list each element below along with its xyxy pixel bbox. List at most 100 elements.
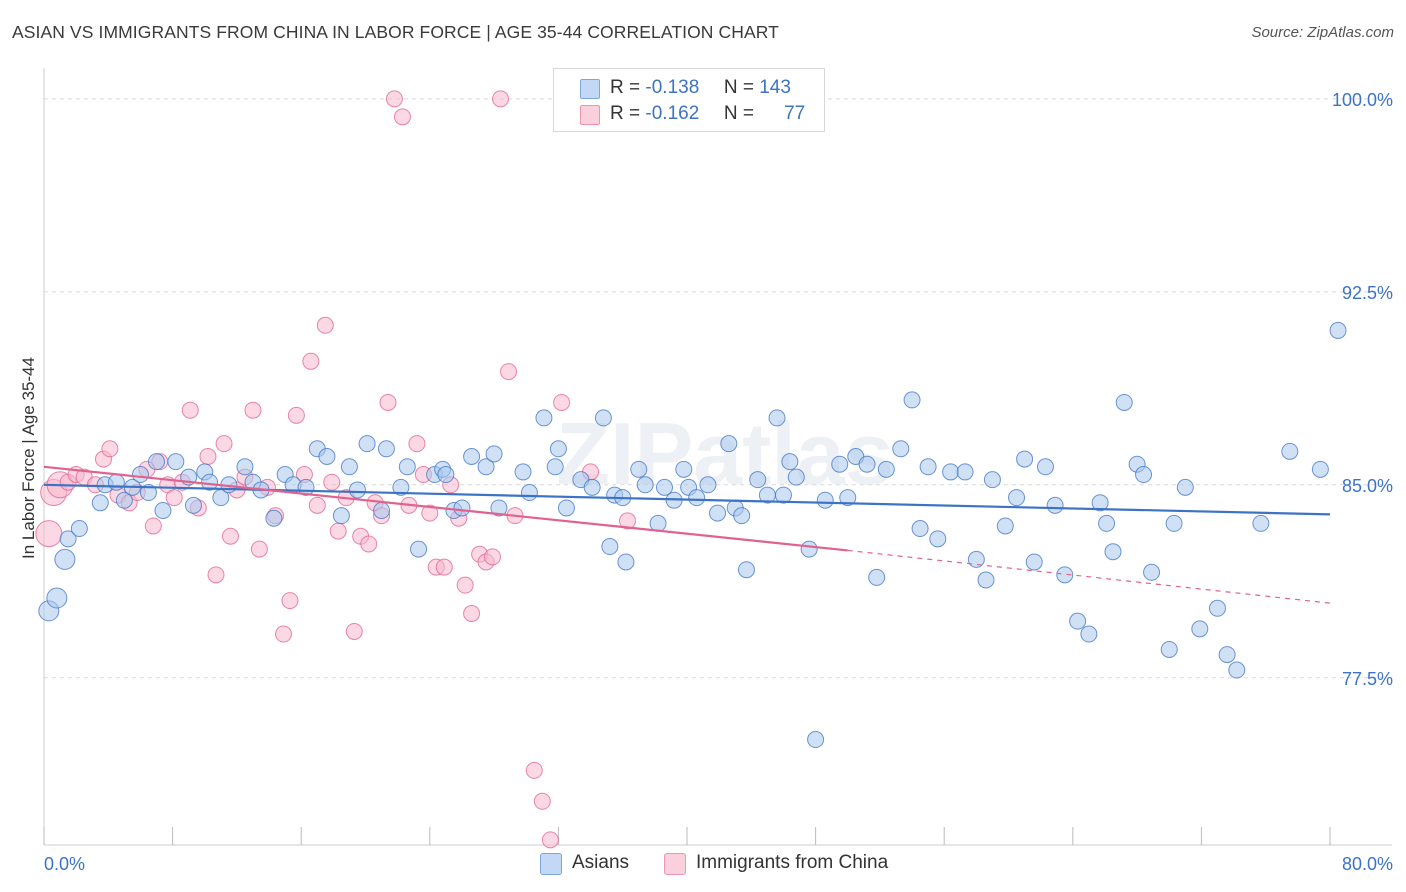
data-point-asians xyxy=(956,463,974,481)
data-point-asians xyxy=(1252,514,1270,532)
data-point-asians xyxy=(720,435,738,453)
n-value-china: 77 xyxy=(784,103,806,124)
data-point-china xyxy=(408,435,426,453)
data-point-asians xyxy=(184,496,202,514)
data-point-asians xyxy=(377,440,395,458)
data-point-asians xyxy=(463,448,481,465)
data-point-asians xyxy=(1056,566,1074,584)
data-point-asians xyxy=(1080,625,1098,643)
data-point-asians xyxy=(733,507,751,525)
legend-swatch-china xyxy=(580,105,600,125)
data-point-asians xyxy=(688,489,706,507)
data-point-asians xyxy=(154,502,172,520)
data-point-china xyxy=(199,448,217,465)
data-point-asians xyxy=(781,453,799,471)
data-point-china xyxy=(287,406,305,424)
data-point-china xyxy=(500,363,518,381)
data-point-asians xyxy=(929,530,947,548)
data-point-asians xyxy=(1115,393,1133,411)
data-point-asians xyxy=(54,548,76,570)
data-point-asians xyxy=(236,458,254,476)
data-point-asians xyxy=(1281,442,1299,460)
data-point-asians xyxy=(358,435,376,453)
watermark: ZIPatlas xyxy=(556,404,893,503)
data-point-china xyxy=(165,489,183,507)
data-point-asians xyxy=(911,520,929,538)
data-point-asians xyxy=(115,491,133,509)
data-point-asians xyxy=(490,499,508,517)
y-axis-label: In Labor Force | Age 35-44 xyxy=(19,357,38,559)
y-tick-label: 100.0% xyxy=(1332,90,1393,110)
data-point-china xyxy=(483,548,501,566)
data-point-asians xyxy=(807,731,825,749)
data-point-asians xyxy=(535,409,553,427)
data-point-asians xyxy=(318,448,336,465)
data-point-china xyxy=(385,90,403,108)
data-point-asians xyxy=(858,455,876,473)
data-point-asians xyxy=(1135,466,1153,484)
data-point-asians xyxy=(699,476,717,494)
data-point-asians xyxy=(1143,563,1161,581)
data-point-asians xyxy=(373,502,391,520)
data-point-asians xyxy=(1329,321,1347,339)
trend-lines xyxy=(43,465,1331,604)
data-point-china xyxy=(393,108,411,126)
data-point-china xyxy=(541,831,559,849)
r-label: R = xyxy=(610,103,641,124)
data-point-china xyxy=(275,625,293,643)
data-point-china xyxy=(215,435,233,453)
data-point-asians xyxy=(437,466,455,484)
data-point-asians xyxy=(131,466,149,484)
data-point-china xyxy=(35,520,63,548)
source-label: Source: ZipAtlas.com xyxy=(1251,24,1394,41)
data-point-china xyxy=(323,473,341,491)
bottom-legend-label-china: Immigrants from China xyxy=(696,852,889,873)
data-point-asians xyxy=(148,453,166,471)
data-point-asians xyxy=(340,458,358,476)
legend-stats-china: R = -0.162 N = 77 xyxy=(610,103,805,125)
data-point-asians xyxy=(1176,478,1194,496)
data-point-asians xyxy=(919,458,937,476)
data-point-china xyxy=(463,604,481,622)
data-point-china xyxy=(221,527,239,545)
data-point-asians xyxy=(977,571,995,589)
data-point-asians xyxy=(1311,460,1329,478)
data-point-asians xyxy=(1165,514,1183,532)
data-point-asians xyxy=(831,455,849,473)
data-point-asians xyxy=(787,468,805,486)
data-point-asians xyxy=(1036,458,1054,476)
data-point-asians xyxy=(392,478,410,496)
data-point-asians xyxy=(546,458,564,476)
data-point-asians xyxy=(1069,612,1087,630)
data-point-asians xyxy=(655,478,673,496)
data-point-asians xyxy=(996,517,1014,535)
data-point-asians xyxy=(107,473,125,491)
data-point-asians xyxy=(557,499,575,517)
data-point-china xyxy=(525,761,543,779)
r-value-asians: -0.138 xyxy=(645,77,700,98)
data-point-asians xyxy=(892,440,910,458)
data-point-china xyxy=(360,535,378,553)
data-point-china xyxy=(619,512,637,530)
data-point-asians xyxy=(594,409,612,427)
data-point-asians xyxy=(1160,640,1178,658)
data-point-asians xyxy=(1104,543,1122,561)
data-point-china xyxy=(250,540,268,558)
r-value-china: -0.162 xyxy=(645,103,700,124)
data-point-asians xyxy=(903,391,921,409)
data-point-asians xyxy=(398,458,416,476)
data-point-asians xyxy=(942,463,960,481)
data-point-asians xyxy=(816,491,834,509)
data-point-asians xyxy=(1228,661,1246,679)
data-point-asians xyxy=(514,463,532,481)
data-point-asians xyxy=(583,478,601,496)
r-label: R = xyxy=(610,77,641,98)
data-point-china xyxy=(533,792,551,810)
bottom-legend-swatch-asians xyxy=(540,853,562,875)
n-value-asians: 143 xyxy=(759,77,791,98)
data-point-asians xyxy=(617,553,635,571)
data-point-china xyxy=(181,401,199,419)
data-point-asians xyxy=(774,486,792,504)
data-point-china xyxy=(435,558,453,576)
